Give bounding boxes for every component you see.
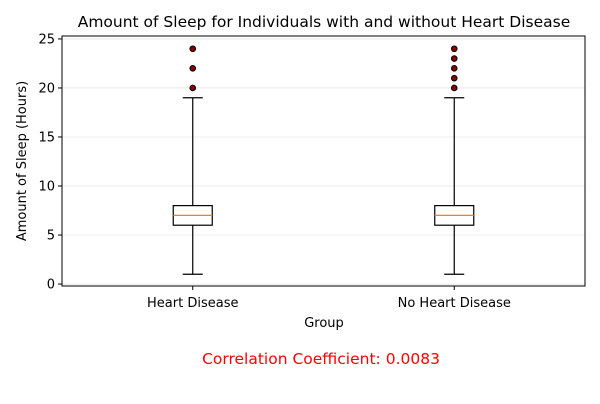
y-tick-label: 10 bbox=[38, 180, 55, 195]
outlier-point bbox=[450, 55, 458, 62]
x-axis-label: Group bbox=[304, 316, 344, 331]
outlier-point bbox=[189, 84, 197, 92]
box-group bbox=[172, 45, 475, 275]
outlier-point bbox=[189, 65, 197, 72]
outlier-point bbox=[450, 45, 458, 53]
outlier-point bbox=[450, 84, 458, 92]
y-tick-label: 15 bbox=[38, 130, 55, 145]
y-axis: 0 5 10 15 20 25 bbox=[38, 32, 62, 293]
box-2 bbox=[434, 45, 475, 275]
y-tick-label: 5 bbox=[47, 229, 55, 244]
outlier-point bbox=[450, 65, 458, 72]
y-tick-label: 20 bbox=[38, 81, 55, 96]
x-axis: Heart Disease No Heart Disease bbox=[147, 286, 511, 311]
chart-title: Amount of Sleep for Individuals with and… bbox=[78, 13, 571, 31]
correlation-annotation: Correlation Coefficient: 0.0083 bbox=[202, 350, 440, 368]
x-tick-label: Heart Disease bbox=[147, 296, 238, 311]
outlier-point bbox=[450, 74, 458, 82]
grid-lines bbox=[62, 38, 585, 285]
box-1 bbox=[172, 45, 213, 275]
y-axis-label: Amount of Sleep (Hours) bbox=[15, 81, 30, 241]
y-tick-label: 0 bbox=[47, 278, 55, 293]
y-tick-label: 25 bbox=[38, 32, 55, 47]
x-tick-label: No Heart Disease bbox=[398, 296, 511, 311]
outlier-point bbox=[189, 45, 197, 53]
plot-frame bbox=[61, 35, 586, 287]
